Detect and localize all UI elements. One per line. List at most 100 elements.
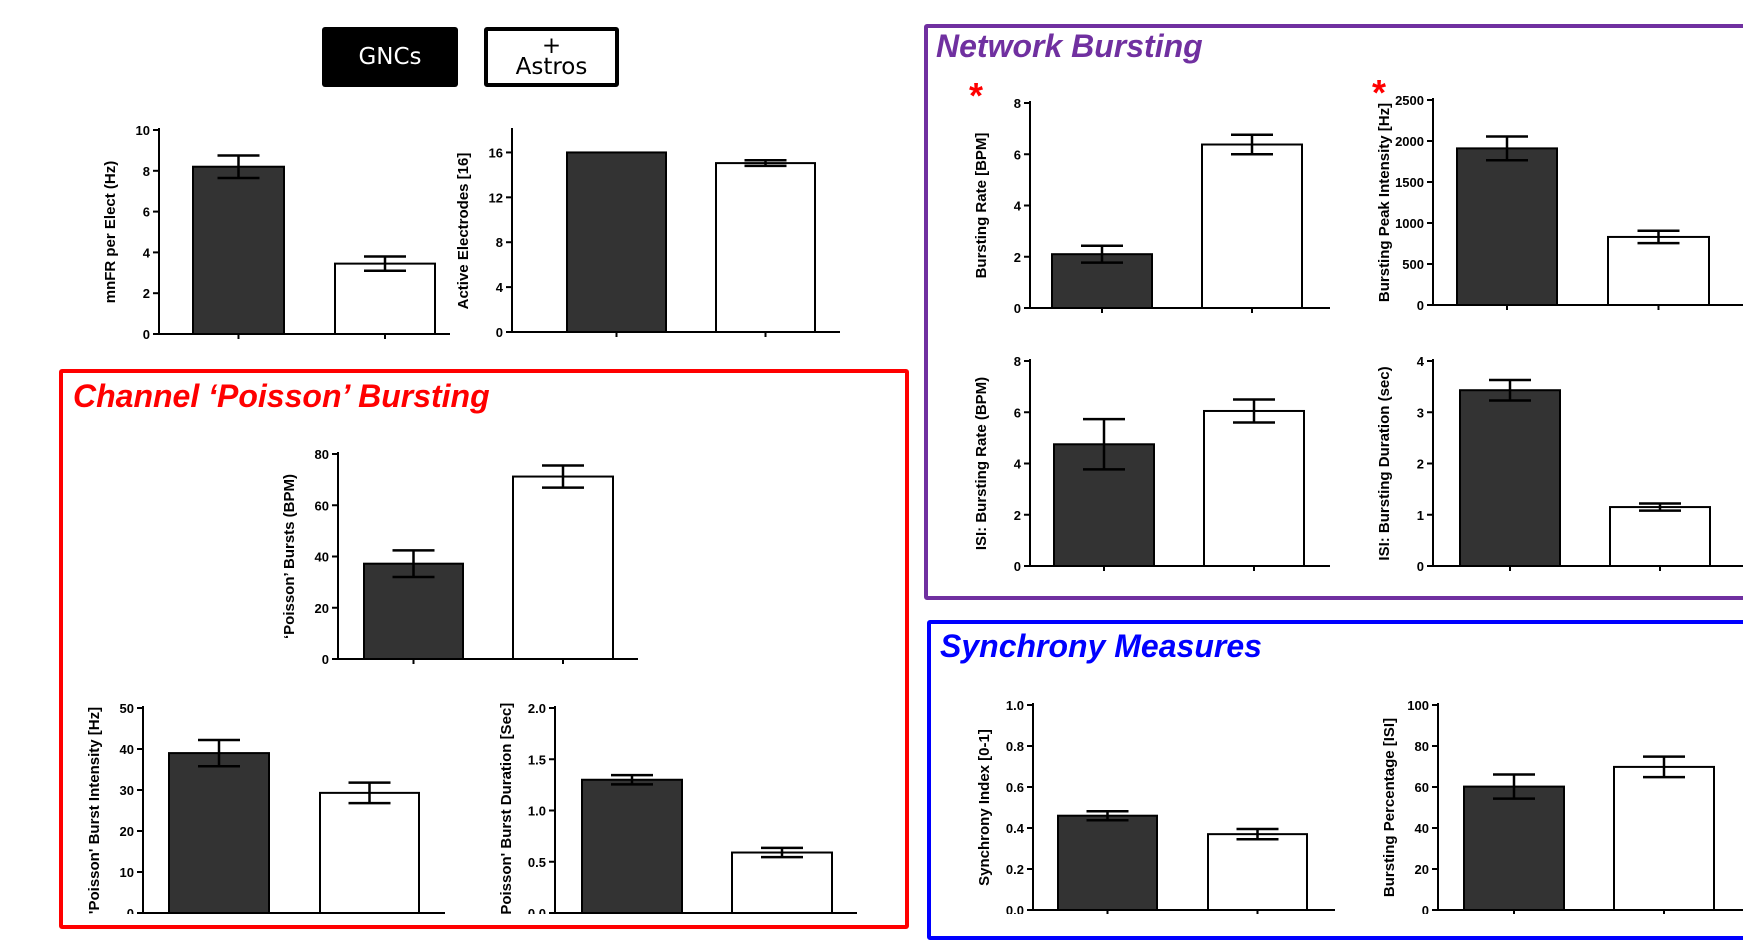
y-tick-label-mnfr-5: 10 — [136, 123, 150, 138]
bar-poisson_duration-0 — [581, 778, 683, 914]
bar-net_rate-1 — [1201, 143, 1303, 309]
chart-isi_rate: 0 2 4 6 8 ISI: Bursting Rate (BPM) — [973, 354, 1330, 574]
y-tick-label-isi_duration-3: 3 — [1417, 405, 1424, 420]
y-tick-label-sync_index-3: 0.6 — [1006, 780, 1024, 795]
y-tick-label-net_rate-4: 8 — [1014, 96, 1021, 111]
y-tick-label-active-2: 8 — [496, 235, 503, 250]
y-axis-label-net_rate: Bursting Rate [BPM] — [973, 133, 990, 279]
y-axis-label-poisson_duration: 'Poisson' Burst Duration [Sec] — [498, 703, 515, 914]
y-axis-label-poisson_intensity: 'Poisson' Burst Intensity [Hz] — [86, 707, 103, 914]
significance-marker-net_rate: * — [969, 75, 983, 116]
y-tick-label-sync_index-0: 0.0 — [1006, 903, 1024, 914]
chart-poisson_bursts: 0 20 40 60 80 ‘Poisson’ Bursts (BPM) — [281, 447, 638, 667]
chart-active: 0 4 8 12 16 Active Electrodes [16] — [455, 128, 840, 340]
y-tick-label-net_rate-0: 0 — [1014, 301, 1021, 316]
bar-burst_pct-1 — [1613, 765, 1715, 911]
y-tick-label-mnfr-4: 8 — [143, 164, 150, 179]
y-tick-label-sync_index-4: 0.8 — [1006, 739, 1024, 754]
bar-burst_pct-0 — [1463, 785, 1565, 912]
y-tick-label-mnfr-1: 2 — [143, 286, 150, 301]
bar-isi_duration-1 — [1609, 506, 1711, 567]
y-tick-label-mnfr-3: 6 — [143, 205, 150, 220]
bar-sync_index-0 — [1057, 814, 1158, 912]
y-tick-label-poisson_intensity-1: 10 — [120, 865, 134, 880]
bar-isi_rate-1 — [1203, 409, 1305, 567]
bar-poisson_intensity-1 — [319, 791, 420, 914]
y-axis-label-net_peak: Bursting Peak Intensity [Hz] — [1376, 103, 1393, 302]
legend-astros-text: Astros — [515, 54, 588, 80]
chart-mnfr: 0 2 4 6 8 10 mnFR per Elect (Hz) — [102, 123, 450, 342]
y-axis-label-isi_duration: ISI: Bursting Duration (sec) — [1376, 366, 1393, 560]
y-tick-label-burst_pct-4: 80 — [1415, 739, 1429, 754]
bar-active-0 — [566, 151, 667, 333]
y-tick-label-net_rate-1: 2 — [1014, 250, 1021, 265]
y-tick-label-poisson_bursts-1: 20 — [315, 601, 329, 616]
y-tick-label-poisson_bursts-4: 80 — [315, 447, 329, 462]
y-axis-label-poisson_bursts: ‘Poisson’ Bursts (BPM) — [281, 474, 298, 639]
y-axis-label-active: Active Electrodes [16] — [455, 153, 472, 310]
y-axis-label-burst_pct: Bursting Percentage [ISI] — [1381, 718, 1398, 897]
y-tick-label-active-4: 16 — [489, 145, 503, 160]
y-tick-label-net_peak-4: 2000 — [1395, 134, 1424, 149]
y-tick-label-sync_index-5: 1.0 — [1006, 698, 1024, 713]
y-axis-label-sync_index: Synchrony Index [0-1] — [976, 729, 993, 886]
legend-plus: + — [541, 33, 562, 59]
y-tick-label-isi_duration-0: 0 — [1417, 559, 1424, 574]
y-tick-label-poisson_bursts-0: 0 — [322, 652, 329, 667]
y-tick-label-poisson_intensity-0: 0 — [127, 906, 134, 914]
y-tick-label-burst_pct-5: 100 — [1407, 698, 1429, 713]
bar-mnfr-0 — [192, 165, 285, 335]
y-tick-label-sync_index-2: 0.4 — [1006, 821, 1025, 836]
y-tick-label-net_peak-3: 1500 — [1395, 175, 1424, 190]
bar-net_peak-1 — [1607, 235, 1710, 306]
y-tick-label-poisson_bursts-3: 60 — [315, 498, 329, 513]
network-section — [924, 24, 1743, 600]
bar-poisson_duration-1 — [731, 851, 833, 914]
chart-net_rate: 0 2 4 6 8 Bursting Rate [BPM] * — [969, 75, 1330, 316]
y-tick-label-isi_rate-0: 0 — [1014, 559, 1021, 574]
chart-isi_duration: 0 1 2 3 4 ISI: Bursting Duration (sec) — [1376, 354, 1743, 574]
y-tick-label-net_rate-3: 6 — [1014, 147, 1021, 162]
y-tick-label-active-0: 0 — [496, 325, 503, 340]
y-tick-label-net_rate-2: 4 — [1014, 199, 1022, 214]
y-tick-label-isi_rate-2: 4 — [1014, 457, 1022, 472]
legend-gncs: GNCs — [322, 27, 458, 87]
y-tick-label-poisson_intensity-2: 20 — [120, 824, 134, 839]
y-tick-label-isi_rate-1: 2 — [1014, 508, 1021, 523]
y-tick-label-burst_pct-2: 40 — [1415, 821, 1429, 836]
y-tick-label-isi_duration-2: 2 — [1417, 457, 1424, 472]
y-tick-label-net_peak-0: 0 — [1417, 298, 1424, 313]
chart-sync_index: 0.0 0.2 0.4 0.6 0.8 1.0 Synchrony Index [0-1] — [976, 698, 1335, 914]
synchrony-section-title: Synchrony Measures — [940, 628, 1262, 664]
bar-mnfr-1 — [334, 262, 436, 335]
y-tick-label-net_peak-5: 2500 — [1395, 93, 1424, 108]
y-tick-label-isi_duration-1: 1 — [1417, 508, 1424, 523]
y-tick-label-isi_duration-4: 4 — [1417, 354, 1425, 369]
y-axis-label-mnfr: mnFR per Elect (Hz) — [102, 161, 119, 304]
y-tick-label-burst_pct-0: 0 — [1422, 903, 1429, 914]
y-tick-label-sync_index-1: 0.2 — [1006, 862, 1024, 877]
y-tick-label-poisson_intensity-4: 40 — [120, 742, 134, 757]
y-tick-label-active-1: 4 — [496, 280, 504, 295]
y-tick-label-poisson_duration-2: 1.0 — [528, 804, 546, 819]
network-section-title: Network Bursting — [936, 28, 1203, 64]
legend-astros: + Astros — [484, 27, 619, 87]
significance-marker-net_peak: * — [1372, 72, 1386, 113]
y-tick-label-isi_rate-4: 8 — [1014, 354, 1021, 369]
bar-active-1 — [715, 162, 816, 333]
bar-net_peak-0 — [1456, 147, 1558, 306]
y-tick-label-poisson_bursts-2: 40 — [315, 550, 329, 565]
y-tick-label-mnfr-0: 0 — [143, 327, 150, 342]
y-tick-label-burst_pct-3: 60 — [1415, 780, 1429, 795]
y-tick-label-burst_pct-1: 20 — [1415, 862, 1429, 877]
y-tick-label-net_peak-2: 1000 — [1395, 216, 1424, 231]
bar-sync_index-1 — [1207, 833, 1308, 912]
y-tick-label-poisson_duration-1: 0.5 — [528, 855, 546, 870]
y-tick-label-active-3: 12 — [489, 190, 503, 205]
y-tick-label-poisson_intensity-3: 30 — [120, 783, 134, 798]
bar-isi_duration-0 — [1459, 389, 1561, 567]
y-tick-label-isi_rate-3: 6 — [1014, 405, 1021, 420]
legend-gncs-label: GNCs — [358, 43, 422, 70]
